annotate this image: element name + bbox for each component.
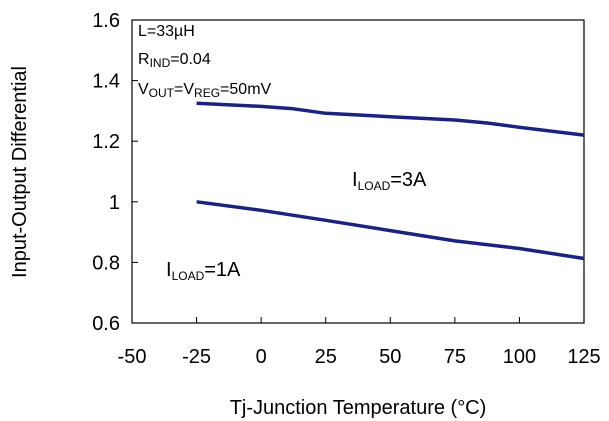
x-tick-label: -25 [182,346,211,368]
y-tick-label: 1 [109,192,120,214]
y-tick-label: 0.8 [92,252,120,274]
series-label-3a: ILOAD=3A [352,169,427,193]
series-label-1a: ILOAD=1A [166,259,241,283]
x-tick-label: 125 [567,346,600,368]
x-tick-label: 25 [315,346,337,368]
series-line-1 [196,200,585,261]
y-tick-label: 0.6 [92,313,120,335]
y-tick-label: 1.4 [92,71,120,93]
y-tick-label: 1.2 [92,131,120,153]
condition-voltage: VOUT=VREG=50mV [138,81,272,100]
x-axis-title: Tj-Junction Temperature (°C) [230,397,487,419]
series-group [196,101,585,261]
x-tick-label: -50 [118,346,147,368]
y-tick-label: 1.6 [92,10,120,32]
x-tick-label: 100 [503,346,536,368]
series-line-0 [196,101,585,137]
x-tick-label: 0 [256,346,267,368]
condition-resistance: RIND=0.04 [138,51,211,70]
tick-group: -50 -25 0 25 50 75 100 125 0.6 0.8 1 1.2 1.4 1.6 [92,10,601,368]
x-tick-label: 75 [444,346,466,368]
condition-inductance: L=33µH [138,23,195,40]
x-tick-label: 50 [379,346,401,368]
y-axis-title: Input-Output Differential [9,66,31,278]
plot-area [131,19,585,324]
